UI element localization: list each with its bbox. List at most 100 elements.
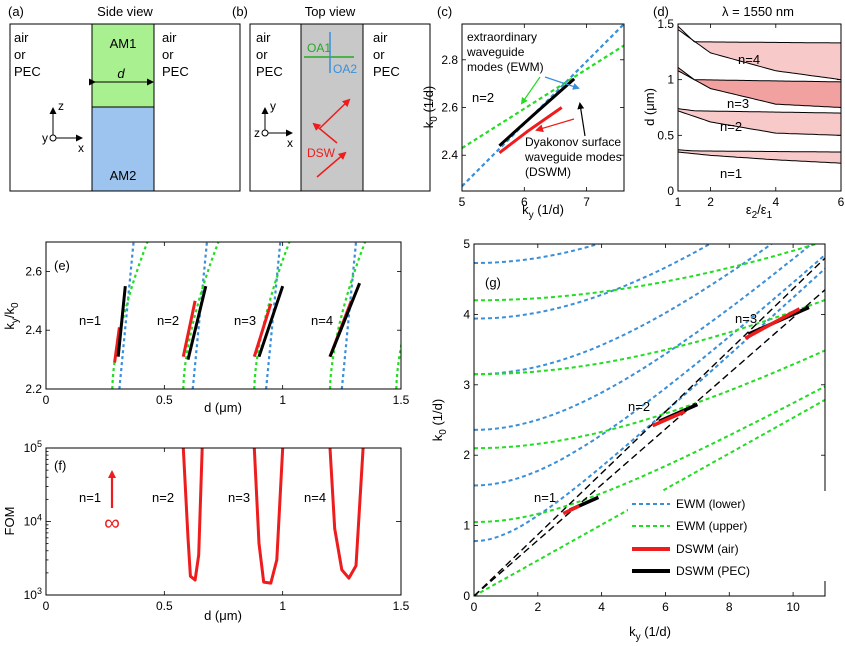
am1-region: [91, 23, 155, 108]
panel-d-upper-edge-3: [677, 67, 842, 83]
panel-g-xtick-label: 2: [534, 600, 541, 614]
thickness-d-label: d: [117, 66, 125, 81]
panel-e-xlabel: d (μm): [204, 400, 242, 415]
legend-label-dswm-air: DSWM (air): [676, 542, 739, 556]
panel-f-xlabel: d (μm): [204, 608, 242, 623]
legend-label-ewm-lower: EWM (lower): [676, 497, 745, 511]
panel-f-ytick-label: 103: [24, 586, 42, 602]
panel-d-xlabel: ε2/ε1: [746, 202, 773, 221]
panel-d-xtick-label: 4: [772, 195, 779, 209]
panel-e-dswm-pec-1: [116, 285, 127, 357]
panel-d-ytick-label: 1: [667, 73, 674, 87]
panel-e-ewm-upper-curve-1: [111, 242, 149, 389]
panel-c-n2-label: n=2: [472, 90, 494, 105]
ewm-annotation-arrow-green: [520, 76, 541, 105]
panel-e-xtick-label: 0: [43, 393, 50, 407]
panel-d-lower-edge-1: [677, 151, 842, 164]
panel-g-xtick-label: 0: [471, 600, 478, 614]
panel-f-xtick-label: 1: [279, 599, 286, 613]
panel-g-ewm-upper-4: [474, 299, 825, 376]
panel-g-label: (g): [485, 275, 501, 290]
slab-region: [300, 23, 364, 192]
axis-z-b-symbol: [261, 129, 269, 137]
legend-label-dswm-pec: DSWM (PEC): [676, 564, 750, 578]
panel-f-xtick-label: 1.5: [393, 599, 410, 613]
ewm-annotation-line3: modes (EWM): [467, 60, 544, 74]
panel-d-ytick-label: 0: [667, 184, 674, 198]
am1-label: AM1: [110, 36, 137, 51]
right-medium-line2: or: [162, 47, 174, 62]
panel-g-ytick-label: 2: [463, 448, 470, 462]
panel-e-dswm-pec-4: [328, 282, 361, 358]
dswm-annotation-line1: Dyakonov surface: [525, 135, 621, 149]
ewm-annotation-line2: waveguide: [466, 45, 525, 59]
panel-g-ewm-lower-2: [474, 254, 825, 487]
panel-d-band-2: [678, 108, 841, 136]
panel-e-dswm-air-3: [252, 303, 273, 358]
panel-g-ylabel: k0 (1/d): [430, 399, 449, 441]
panel-g-dswm-air-1: [562, 504, 581, 516]
panel-f-mode-4: n=4: [304, 490, 326, 505]
panel-f-axes-frame: [45, 447, 402, 596]
right-medium-b-line3: PEC: [373, 64, 400, 79]
panel-g-ewm-lower-4: [474, 244, 774, 376]
axis-y-symbol: [49, 134, 57, 142]
panel-g-series: [474, 244, 825, 596]
panel-e-dswm-pec-3: [257, 285, 285, 358]
legend-label-ewm-upper: EWM (upper): [676, 519, 747, 533]
panel-e-ylabel: ky/k0: [2, 302, 21, 330]
panel-c-ylabel: k0 (1/d): [421, 86, 440, 128]
panel-b-label: (b): [232, 4, 248, 19]
panel-e-xtick-label: 0.5: [156, 393, 173, 407]
panel-d-xtick-label: 6: [838, 195, 845, 209]
panel-f-plot: 0 0.5 1 1.5 103 104 105 d (μm) FOM: [2, 439, 410, 623]
panel-b: (b) Top view OA1 OA2 DSW air or PEC air …: [232, 4, 431, 192]
panel-g-mode-3: n=3: [735, 311, 757, 326]
panel-g-axes-frame: [473, 243, 826, 597]
panel-f-fom-curve-2: [181, 448, 204, 582]
axis-y-b-label: y: [270, 99, 276, 113]
ewm-annotation-arrow-blue: [544, 76, 580, 90]
panel-c-ewm-upper-line: [462, 44, 624, 150]
panel-e-dswm-air-2: [181, 300, 197, 358]
panel-e-ytick-label: 2.6: [25, 264, 42, 278]
left-medium-b-line2: or: [256, 47, 268, 62]
panel-d-band-1: [678, 149, 841, 164]
panel-f-xtick-label: 0: [43, 599, 50, 613]
dsw-arrow-2: [312, 122, 338, 144]
dsw-label: DSW: [307, 146, 336, 160]
panel-e: 0 0.5 1 1.5 2.2 2.4 2.6 d (μm) ky/k0 (e) n=1 n=2…: [2, 241, 410, 415]
panel-g-ytick-label: 5: [463, 237, 470, 251]
panel-g-ytick-label: 0: [463, 589, 470, 603]
panel-g-xtick-label: 6: [662, 600, 669, 614]
panel-d-xtick-label: 2: [707, 195, 714, 209]
am2-label: AM2: [110, 168, 137, 183]
panel-d: (d) λ = 1550 nm 1 2 4 600.511.5ε2/ε1d (μm) …: [642, 4, 845, 221]
panel-e-ytick-label: 2.4: [25, 323, 42, 337]
panel-g-plot: 0 2 4 6 8 10 0 1 2 3 4 5 ky (1/d) k0 (1/d): [430, 237, 826, 643]
panel-g-dswm-air-3: [744, 307, 801, 340]
panel-c-ytick-label: 2.8: [441, 53, 458, 67]
panel-c-label: (c): [437, 4, 452, 19]
dsw-arrow-1: [319, 98, 351, 129]
panel-g-xtick-label: 8: [726, 600, 733, 614]
am2-region: [91, 106, 155, 192]
panel-e-xtick-label: 1.5: [393, 393, 410, 407]
right-medium-b-line2: or: [373, 47, 385, 62]
panel-c-xlabel: ky (1/d): [522, 202, 564, 221]
panel-g-xtick-label: 4: [598, 600, 605, 614]
panel-g-mode-1: n=1: [534, 490, 556, 505]
panel-e-dswm-pec-2: [186, 285, 208, 360]
right-medium-b-line1: air: [373, 30, 388, 45]
panel-d-mode-1: n=1: [720, 166, 742, 181]
dswm-annotation-line3: (DSWM): [525, 165, 571, 179]
panel-f-ytick-label: 105: [24, 439, 42, 455]
panel-g-ewm-upper-3: [474, 349, 825, 450]
panel-c-dswm-air-line: [498, 106, 563, 154]
panel-e-series: [111, 242, 401, 389]
panel-d-plot: 1 2 4 6 0 0.5 1 1.5 ε2/ε1 d (μm): [642, 17, 845, 221]
panel-d-title: λ = 1550 nm: [722, 4, 794, 19]
panel-d-axes-frame: [677, 23, 842, 192]
panel-d-ytick-label: 1.5: [657, 17, 674, 31]
